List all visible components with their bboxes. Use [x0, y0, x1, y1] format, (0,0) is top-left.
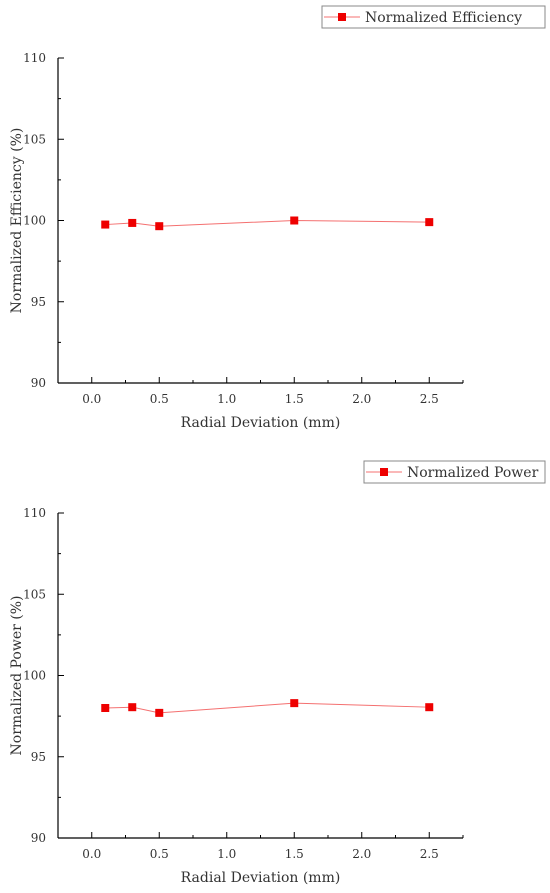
- x-axis-title: Radial Deviation (mm): [181, 415, 341, 431]
- data-point: [155, 708, 164, 717]
- x-tick-label: 2.5: [420, 847, 439, 861]
- data-point: [425, 218, 434, 227]
- data-point: [290, 699, 299, 708]
- legend-box: [363, 460, 546, 484]
- x-tick-label: 1.5: [285, 847, 304, 861]
- y-tick-label: 110: [23, 51, 46, 65]
- y-tick-label: 90: [31, 376, 46, 390]
- x-axis-title: Radial Deviation (mm): [181, 870, 341, 886]
- legend-label: Normalized Power: [407, 465, 539, 481]
- legend: Normalized Efficiency: [321, 5, 546, 29]
- x-tick-label: 1.0: [217, 392, 236, 406]
- data-point: [128, 703, 137, 712]
- x-tick-label: 0.0: [82, 847, 101, 861]
- x-tick-label: 1.0: [217, 847, 236, 861]
- y-tick-label: 100: [23, 214, 46, 228]
- y-tick-label: 95: [31, 295, 46, 309]
- y-axis-title: Normalized Efficiency (%): [9, 128, 25, 314]
- legend-marker: [380, 468, 388, 476]
- x-tick-label: 1.5: [285, 392, 304, 406]
- data-point: [128, 218, 137, 227]
- y-tick-label: 105: [23, 587, 46, 601]
- x-tick-label: 2.0: [352, 392, 371, 406]
- legend: Normalized Power: [363, 460, 546, 484]
- data-point: [101, 704, 110, 712]
- x-tick-label: 0.5: [150, 847, 169, 861]
- y-tick-label: 95: [31, 750, 46, 764]
- data-point: [101, 220, 110, 229]
- legend-label: Normalized Efficiency: [365, 10, 522, 26]
- chart-1: 90 95 100 105 110 0.0 0.5 1.0 1.5 2.0 2.5 Radial De…: [9, 5, 546, 431]
- y-axis-title: Normalized Power (%): [9, 596, 25, 756]
- legend-box: [321, 5, 546, 29]
- x-tick-label: 0.0: [82, 392, 101, 406]
- series-line: [105, 219, 430, 227]
- y-tick-label: 100: [23, 669, 46, 683]
- x-tick-label: 0.5: [150, 392, 169, 406]
- series-line: [105, 702, 430, 714]
- data-point: [290, 216, 299, 225]
- chart-2: 90 95 100 105 110 0.0 0.5 1.0 1.5 2.0 2.5 Radial De…: [9, 460, 546, 886]
- data-point: [425, 703, 434, 712]
- y-tick-label: 110: [23, 506, 46, 520]
- y-tick-label: 90: [31, 831, 46, 845]
- x-tick-label: 2.5: [420, 392, 439, 406]
- y-tick-label: 105: [23, 132, 46, 146]
- data-point: [155, 222, 164, 231]
- legend-marker: [338, 13, 346, 21]
- x-tick-label: 2.0: [352, 847, 371, 861]
